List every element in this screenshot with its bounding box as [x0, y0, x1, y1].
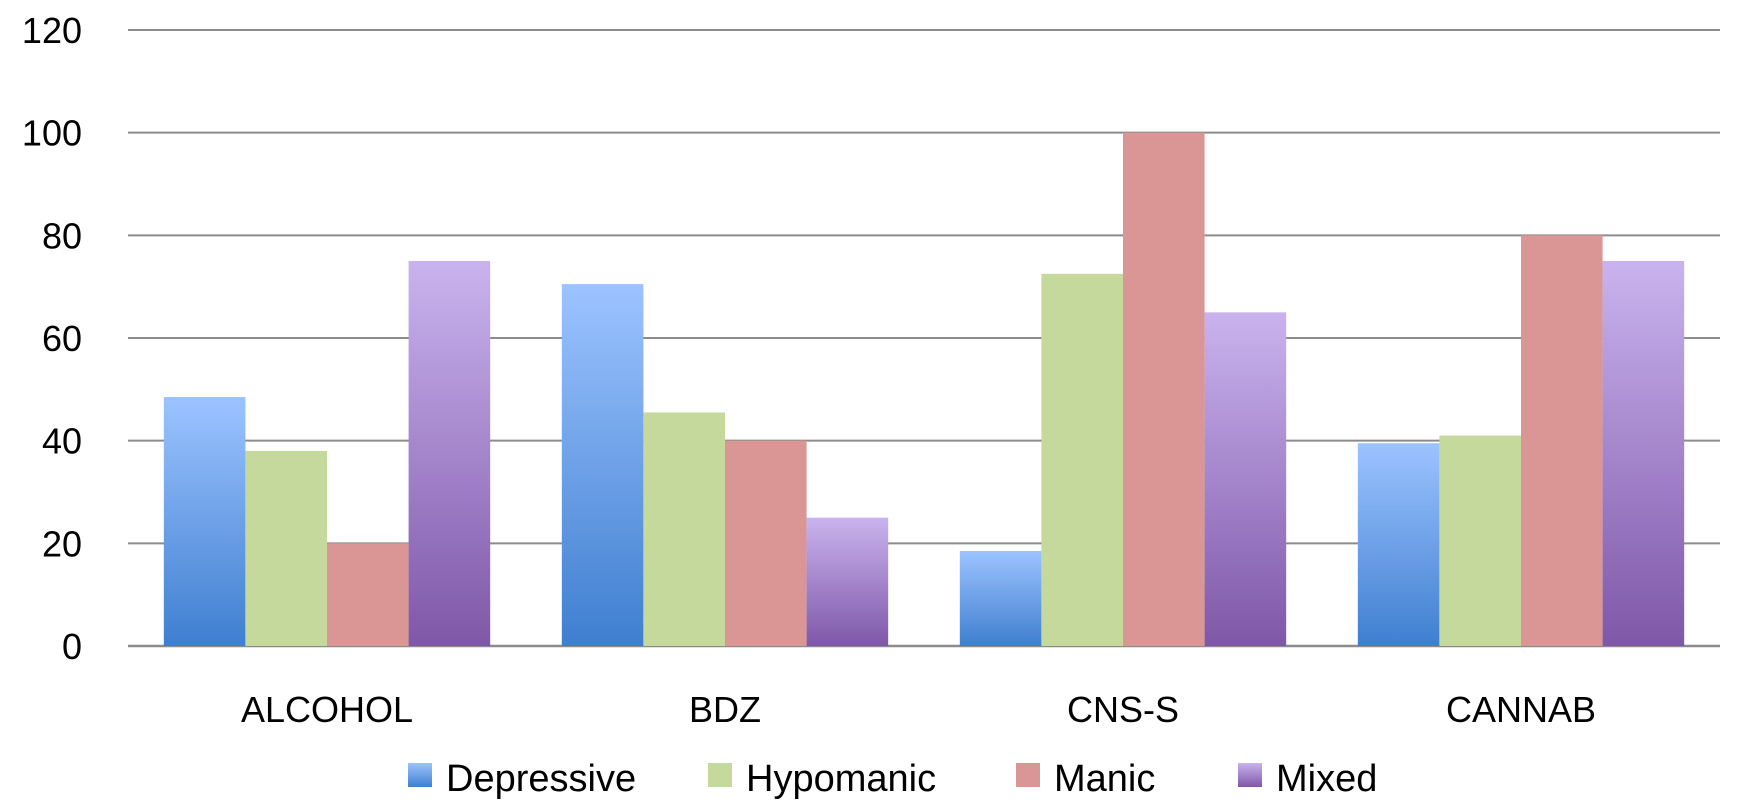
bar-mixed-bdz — [806, 517, 889, 646]
y-tick-label: 60 — [42, 318, 82, 359]
bar-mixed-alcohol — [408, 261, 491, 646]
bar-hypomanic-bdz — [643, 412, 725, 646]
y-tick-label: 0 — [62, 626, 82, 667]
bar-hypomanic-cns-s — [1041, 273, 1123, 646]
y-tick-label: 80 — [42, 215, 82, 256]
bar-depressive-cns-s — [959, 551, 1042, 646]
x-category-label: CANNAB — [1446, 689, 1596, 730]
bar-manic-cannab — [1521, 235, 1603, 647]
legend-swatch-depressive — [408, 763, 432, 787]
bar-mixed-cns-s — [1204, 312, 1287, 646]
x-category-label: CNS-S — [1067, 689, 1179, 730]
y-tick-label: 20 — [42, 523, 82, 564]
bar-hypomanic-alcohol — [245, 450, 327, 646]
legend-swatch-hypomanic — [708, 763, 732, 787]
legend-label-hypomanic: Hypomanic — [746, 758, 936, 800]
legend-swatch-mixed — [1238, 763, 1262, 787]
x-category-label: ALCOHOL — [241, 689, 413, 730]
bar-mixed-cannab — [1602, 261, 1685, 646]
bar-depressive-bdz — [561, 284, 644, 646]
bar-depressive-alcohol — [163, 397, 246, 646]
bar-manic-alcohol — [327, 543, 409, 646]
legend-label-depressive: Depressive — [446, 758, 636, 800]
y-tick-label: 120 — [22, 10, 82, 51]
y-tick-label: 40 — [42, 421, 82, 462]
labels-layer: 0 20 40 60 80 100 120 ALCOHOL BDZ CNS-S CANNAB — [22, 10, 1596, 730]
bars-layer — [163, 132, 1685, 647]
x-category-label: BDZ — [689, 689, 761, 730]
bar-hypomanic-cannab — [1439, 435, 1521, 646]
legend-label-manic: Manic — [1054, 758, 1155, 800]
bar-depressive-cannab — [1357, 443, 1440, 646]
legend: Depressive Hypomanic Manic Mixed — [408, 758, 1377, 800]
legend-swatch-manic — [1016, 763, 1040, 787]
bar-manic-cns-s — [1123, 132, 1205, 646]
y-tick-label: 100 — [22, 113, 82, 154]
legend-label-mixed: Mixed — [1276, 758, 1377, 800]
bar-manic-bdz — [725, 440, 807, 646]
